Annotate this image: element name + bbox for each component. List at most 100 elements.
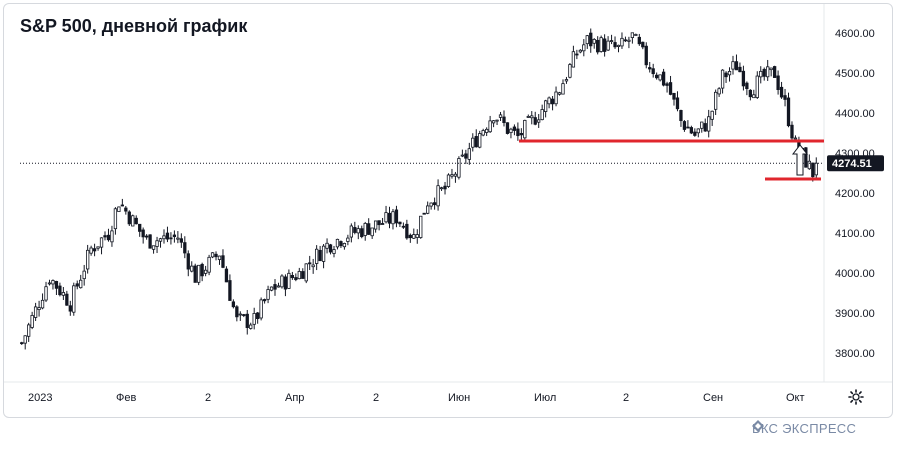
candle-body [75, 283, 79, 287]
last-price-tag [827, 155, 884, 172]
candle-body [471, 137, 475, 148]
candle-body [99, 237, 104, 248]
candle-body [342, 243, 347, 248]
candle-body [713, 91, 718, 110]
candle-body [738, 66, 742, 73]
candle-body [547, 97, 551, 105]
candle-body [450, 174, 454, 177]
candle-body [408, 234, 412, 239]
candle-body [151, 245, 156, 250]
candle-body [419, 215, 423, 238]
candle-body [592, 39, 596, 44]
candle-body [779, 86, 784, 98]
candle-body [519, 132, 524, 136]
candle-body [724, 72, 728, 78]
candle-body [661, 71, 666, 86]
candle-body [360, 228, 364, 238]
candle-body [686, 126, 690, 129]
candle-body [304, 263, 308, 282]
candle-body [741, 70, 746, 87]
candle-body [221, 255, 225, 268]
candle-body [58, 285, 62, 296]
candle-body [665, 83, 669, 86]
candle-body [648, 67, 652, 70]
candle-body [453, 173, 458, 177]
candle-body [148, 234, 152, 249]
candle-body [384, 212, 388, 223]
candle-body [658, 74, 662, 81]
candle-body [47, 282, 52, 285]
logo-text: БКС ЭКСПРЕСС [752, 420, 857, 436]
candle-body [557, 92, 562, 95]
up-arrow-icon [791, 144, 809, 176]
candle-body [491, 120, 496, 124]
candle-body [745, 82, 749, 90]
candle-body [37, 307, 41, 311]
candle-body [183, 242, 187, 254]
x-tick-label: Апр [285, 392, 304, 404]
candle-body [256, 312, 260, 320]
candle-body [27, 324, 31, 337]
candle-body [269, 286, 274, 291]
candle-body [190, 265, 194, 272]
candle-body [193, 265, 197, 283]
candle-body [134, 217, 138, 225]
candle-body [620, 37, 624, 47]
x-tick-label: Июн [448, 392, 470, 404]
candle-body [426, 205, 430, 214]
candle-body [203, 269, 208, 274]
candle-body [367, 223, 371, 235]
candle-body [596, 39, 600, 53]
candle-body [82, 270, 86, 280]
candle-body [446, 174, 451, 187]
candle-body [790, 124, 794, 139]
candle-body [755, 75, 759, 98]
candle-body [332, 249, 336, 254]
candle-body [464, 153, 468, 159]
candle-body [106, 234, 111, 241]
candle-body [398, 221, 402, 225]
candle-body [651, 68, 655, 75]
candle-body [606, 40, 610, 51]
candle-body [689, 127, 694, 134]
candle-body [245, 313, 249, 328]
y-tick-label: 4500.00 [835, 68, 875, 80]
candle-body [682, 121, 687, 130]
candle-body [422, 212, 426, 215]
candle-body [509, 128, 513, 134]
candle-body [280, 275, 284, 288]
gear-icon[interactable] [848, 389, 864, 405]
candle-body [197, 264, 201, 283]
candle-body [526, 116, 530, 118]
candle-body [339, 241, 343, 247]
candle-body [224, 268, 229, 283]
candle-body [769, 67, 773, 71]
candle-body [266, 289, 270, 300]
candle-body [217, 255, 222, 260]
candle-body [210, 252, 215, 258]
candle-body [589, 32, 593, 47]
candle-body [429, 202, 433, 207]
x-tick-label: 2 [623, 392, 629, 404]
candle-body [537, 119, 541, 123]
candle-body [630, 32, 635, 39]
candle-body [609, 40, 614, 42]
candle-body [602, 38, 607, 52]
candle-body [214, 253, 218, 258]
candle-body [276, 285, 281, 288]
candle-body [394, 209, 399, 224]
candle-body [412, 234, 416, 239]
candle-body [61, 292, 66, 296]
candle-body [314, 248, 319, 264]
candle-body [415, 234, 419, 238]
candle-body [766, 66, 770, 78]
candle-body [79, 279, 83, 289]
candle-body [207, 256, 211, 273]
candle-body [40, 299, 45, 309]
candle-body [550, 98, 555, 105]
candle-body [672, 92, 676, 100]
candle-body [294, 277, 298, 281]
candle-body [613, 42, 617, 48]
candle-body [103, 235, 107, 238]
